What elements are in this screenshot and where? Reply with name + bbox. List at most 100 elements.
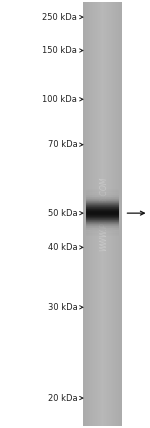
Bar — [86, 224, 119, 225]
Bar — [86, 208, 119, 209]
Bar — [103, 2, 104, 426]
Text: 40 kDa: 40 kDa — [48, 243, 77, 252]
Bar — [86, 198, 119, 199]
Bar — [115, 2, 116, 426]
Bar — [86, 193, 119, 194]
Bar — [86, 216, 119, 217]
Bar — [86, 206, 119, 208]
Bar — [86, 200, 119, 202]
Text: 30 kDa: 30 kDa — [48, 303, 77, 312]
Bar — [86, 206, 119, 207]
Bar — [86, 216, 119, 217]
Bar — [86, 202, 119, 203]
Bar — [86, 203, 119, 204]
Bar — [86, 221, 119, 223]
Bar — [86, 222, 119, 223]
Bar — [86, 217, 119, 218]
Bar — [104, 2, 105, 426]
Bar — [86, 196, 119, 198]
Bar — [86, 205, 119, 207]
Bar — [86, 228, 119, 229]
Bar — [86, 220, 119, 222]
Bar — [86, 230, 119, 231]
Bar — [86, 197, 119, 199]
Bar — [86, 223, 119, 225]
Bar — [86, 194, 119, 196]
Bar — [86, 214, 119, 215]
Bar — [86, 218, 119, 220]
Bar — [86, 191, 119, 193]
Bar — [86, 191, 119, 192]
Bar — [114, 2, 115, 426]
Bar — [93, 2, 94, 426]
Text: 150 kDa: 150 kDa — [42, 46, 77, 55]
Bar — [119, 2, 120, 426]
Bar — [86, 207, 119, 208]
Bar — [86, 211, 119, 212]
Bar — [86, 212, 119, 213]
Bar — [83, 2, 122, 426]
Bar — [86, 215, 119, 216]
Bar — [86, 212, 119, 214]
Bar — [86, 223, 119, 224]
Bar — [86, 207, 119, 208]
Bar — [86, 217, 119, 218]
Bar — [86, 234, 119, 235]
Text: 250 kDa: 250 kDa — [42, 12, 77, 22]
Bar — [86, 190, 119, 191]
Bar — [86, 199, 119, 201]
Bar — [86, 232, 119, 233]
Bar — [86, 215, 119, 217]
Bar — [86, 223, 119, 224]
Bar — [86, 196, 119, 197]
Bar — [86, 203, 119, 205]
Bar — [94, 2, 95, 426]
Bar — [86, 233, 119, 234]
Text: 20 kDa: 20 kDa — [48, 393, 77, 403]
Bar — [83, 2, 84, 426]
Bar — [86, 213, 119, 214]
Bar — [86, 231, 119, 232]
Bar — [108, 2, 109, 426]
Bar — [86, 211, 119, 212]
Bar — [96, 2, 97, 426]
Bar — [86, 214, 119, 215]
Bar — [90, 2, 91, 426]
Bar — [86, 190, 119, 192]
Bar — [86, 218, 119, 219]
Bar — [86, 226, 119, 228]
Bar — [86, 196, 119, 197]
Bar — [86, 213, 119, 214]
Bar — [86, 210, 119, 211]
Bar — [109, 2, 110, 426]
Bar — [112, 2, 113, 426]
Bar — [86, 209, 119, 211]
Bar — [86, 205, 119, 206]
Bar — [86, 222, 119, 223]
Bar — [86, 234, 119, 235]
Bar — [86, 235, 119, 236]
Bar — [86, 229, 119, 230]
Bar — [86, 202, 119, 203]
Bar — [86, 190, 119, 191]
Bar — [86, 231, 119, 232]
Bar — [86, 195, 119, 196]
Bar — [86, 232, 119, 233]
Bar — [116, 2, 117, 426]
Bar — [117, 2, 118, 426]
Bar — [86, 221, 119, 222]
Bar — [84, 2, 85, 426]
Bar — [86, 201, 119, 202]
Bar — [100, 2, 101, 426]
Bar — [86, 209, 119, 210]
Bar — [86, 229, 119, 230]
Bar — [86, 217, 119, 218]
Bar — [86, 224, 119, 226]
Bar — [86, 196, 119, 197]
Bar — [118, 2, 119, 426]
Bar — [86, 220, 119, 221]
Text: 50 kDa: 50 kDa — [48, 208, 77, 218]
Bar — [95, 2, 96, 426]
Bar — [86, 219, 119, 220]
Bar — [86, 214, 119, 216]
